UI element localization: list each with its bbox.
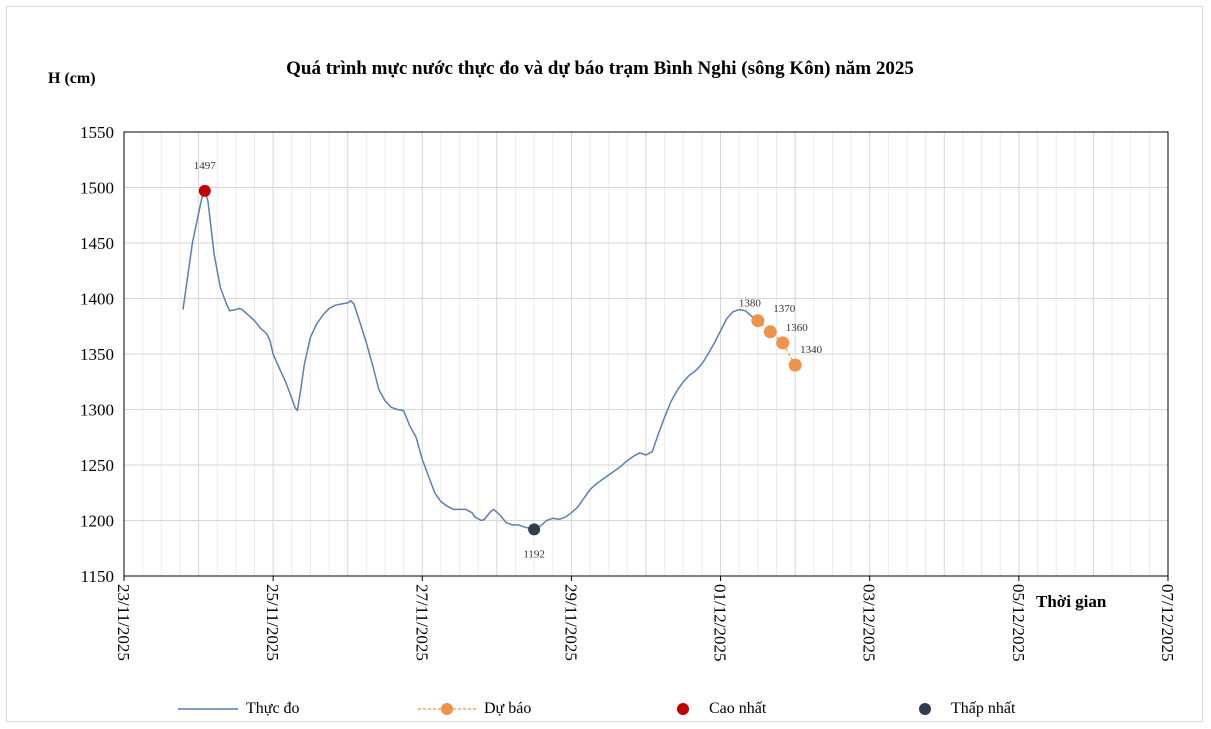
y-tick-label: 1400 <box>80 290 114 309</box>
grid-lines <box>124 132 1168 576</box>
series-lines <box>183 191 795 530</box>
x-tick-label: 29/11/2025 <box>561 584 580 661</box>
y-tick-label: 1450 <box>80 234 114 253</box>
forecast-data-label: 1380 <box>739 298 762 310</box>
chart-title: Quá trình mực nước thực đo và dự báo trạ… <box>120 58 1080 80</box>
forecast-point <box>789 359 802 372</box>
y-tick-label: 1350 <box>80 345 114 364</box>
y-axis-ticks: 1150 1200 1250 1300 1350 1400 1450 1500 1550 <box>80 123 114 586</box>
y-tick-label: 1250 <box>80 456 114 475</box>
y-tick-label: 1500 <box>80 179 114 198</box>
forecast-point <box>776 336 789 349</box>
legend-item-measured: Thực đo <box>178 700 300 718</box>
lowest-point-marker <box>528 523 540 535</box>
x-axis-ticks: 23/11/2025 25/11/2025 27/11/2025 29/11/2025… <box>114 576 1177 661</box>
y-tick-label: 1300 <box>80 401 114 420</box>
legend-item-forecast: Dự báo <box>418 700 531 718</box>
legend-lowest-label: Thấp nhất <box>951 700 1015 718</box>
x-tick-label: 03/12/2025 <box>860 584 879 661</box>
x-tick-label: 25/11/2025 <box>263 584 282 661</box>
x-tick-label: 27/11/2025 <box>412 584 431 661</box>
chart-legend: Thực đo Dự báo Cao nhất Thấp nhất <box>0 700 1211 726</box>
forecast-data-label: 1370 <box>773 303 796 315</box>
forecast-point <box>764 325 777 338</box>
x-tick-label: 01/12/2025 <box>711 584 730 661</box>
lowest-point-label: 1192 <box>523 548 545 560</box>
data-labels: 1380 1370 1360 1340 1497 1192 <box>194 160 823 561</box>
forecast-data-label: 1340 <box>800 344 823 356</box>
forecast-point <box>751 314 764 327</box>
highest-point-marker <box>199 185 211 197</box>
legend-forecast-swatch <box>418 701 476 717</box>
legend-highest-swatch <box>675 701 691 717</box>
data-markers <box>199 185 802 536</box>
y-tick-label: 1150 <box>81 567 114 586</box>
x-tick-label: 23/11/2025 <box>114 584 133 661</box>
x-axis-label: Thời gian <box>1036 592 1106 612</box>
y-axis-label: H (cm) <box>48 70 96 88</box>
legend-measured-swatch <box>178 701 238 717</box>
x-tick-label: 05/12/2025 <box>1009 584 1028 661</box>
series-line-measured <box>183 191 758 530</box>
y-tick-label: 1550 <box>80 123 114 142</box>
legend-item-highest: Cao nhất <box>675 700 766 718</box>
x-tick-label: 07/12/2025 <box>1158 584 1177 661</box>
legend-highest-label: Cao nhất <box>709 700 766 718</box>
y-tick-label: 1200 <box>80 512 114 531</box>
forecast-data-label: 1360 <box>786 322 809 334</box>
legend-measured-label: Thực đo <box>246 700 300 718</box>
legend-lowest-swatch <box>917 701 933 717</box>
legend-forecast-label: Dự báo <box>484 700 531 718</box>
highest-point-label: 1497 <box>194 160 217 172</box>
legend-item-lowest: Thấp nhất <box>917 700 1015 718</box>
